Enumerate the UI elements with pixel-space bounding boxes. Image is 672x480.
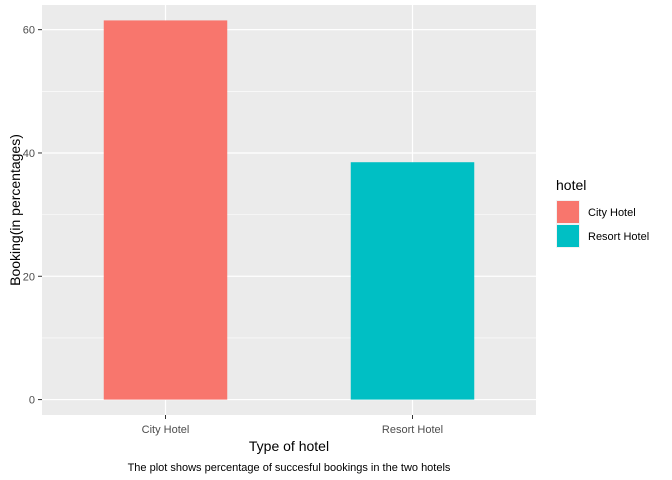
bar-city-hotel bbox=[103, 20, 228, 400]
legend-entries: City Hotel Resort Hotel bbox=[556, 200, 649, 248]
x-tick-label: Resort Hotel bbox=[382, 424, 443, 436]
chart-caption: The plot shows percentage of succesful b… bbox=[128, 462, 451, 474]
y-tick-label: 20 bbox=[23, 271, 35, 283]
x-axis-title: Type of hotel bbox=[249, 438, 329, 454]
legend-label: Resort Hotel bbox=[588, 231, 649, 243]
bar-resort-hotel bbox=[350, 162, 475, 400]
legend-swatch bbox=[557, 225, 579, 247]
y-tick-label: 0 bbox=[29, 395, 35, 407]
y-tick-label: 60 bbox=[23, 25, 35, 37]
legend-title: hotel bbox=[556, 177, 586, 193]
legend: hotel City Hotel Resort Hotel bbox=[556, 177, 649, 248]
y-axis-title: Booking(in percentages) bbox=[7, 134, 23, 286]
legend-swatch bbox=[557, 201, 579, 223]
y-axis-ticks: 0 20 40 60 bbox=[23, 25, 42, 407]
legend-label: City Hotel bbox=[588, 207, 636, 219]
y-tick-label: 40 bbox=[23, 148, 35, 160]
x-tick-label: City Hotel bbox=[142, 424, 190, 436]
x-axis-ticks: City Hotel Resort Hotel bbox=[142, 415, 443, 436]
bars bbox=[103, 20, 475, 400]
